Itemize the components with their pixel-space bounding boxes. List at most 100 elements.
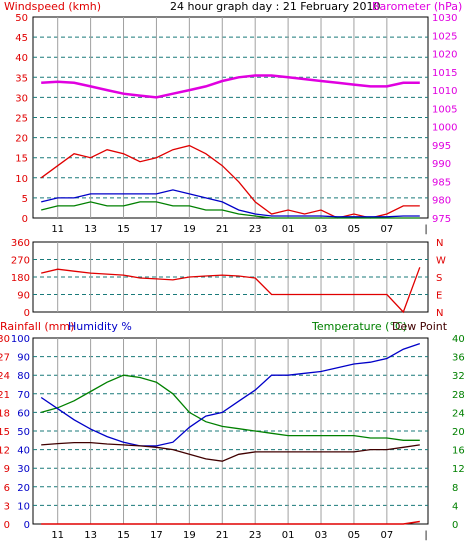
dewpoint-line [41, 441, 420, 462]
wind-y-tick: 25 [15, 114, 28, 125]
rainfall-line [41, 520, 420, 525]
wind-panel-x-tick: 11 [51, 224, 64, 235]
wind-y-tick: 20 [15, 134, 28, 145]
barometer-y-tick: 1005 [432, 104, 457, 115]
rainfall-y-tick: 15 [0, 427, 10, 438]
direction-compass-tick: N [436, 238, 443, 249]
dewpoint-axis-title: Dew Point [392, 320, 448, 333]
rainfall-y-tick: 0 [4, 520, 10, 531]
humidity-axis-title: Humidity % [68, 320, 132, 333]
temp-panel-x-tick: 15 [117, 530, 130, 541]
barometer-y-tick: 990 [432, 159, 451, 170]
barometer-y-tick: 1020 [432, 50, 457, 61]
temp-panel-x-tick: 21 [216, 530, 229, 541]
rainfall-y-tick: 6 [4, 483, 10, 494]
wind-avg-line [41, 189, 420, 218]
wind-panel-x-tick: 21 [216, 224, 229, 235]
rainfall-y-tick: 3 [4, 501, 10, 512]
humidity-y-tick: 70 [17, 390, 30, 401]
temperature-y-tick: 12 [452, 464, 465, 475]
chart-title: 24 hour graph day : 21 February 2010 [170, 0, 381, 13]
temp-panel-x-tick: 07 [380, 530, 393, 541]
humidity-y-tick: 10 [17, 501, 30, 512]
barometer-y-tick: 975 [432, 214, 451, 225]
barometer-y-tick: 995 [432, 141, 451, 152]
temperature-y-tick: 32 [452, 371, 465, 382]
wind-panel-x-tick: 07 [380, 224, 393, 235]
wind-panel-x-tick: 05 [348, 224, 361, 235]
temperature-y-tick: 24 [452, 408, 465, 419]
direction-y-tick: 270 [11, 256, 30, 267]
temp-panel-x-tick: 17 [150, 530, 163, 541]
windspeed-axis-title: Windspeed (kmh) [4, 0, 101, 13]
temp-panel-x-tick: 19 [183, 530, 196, 541]
temp-panel-x-tick: 01 [282, 530, 295, 541]
wind-y-tick: 50 [15, 13, 28, 24]
temperature-y-tick: 28 [452, 390, 465, 401]
gust-line [40, 144, 420, 219]
humidity-y-tick: 0 [24, 520, 30, 531]
humidity-y-tick: 30 [17, 464, 30, 475]
barometer-axis-title: Barometer (hPa) [372, 0, 462, 13]
rainfall-y-tick: 9 [4, 464, 10, 475]
barometer-y-tick: 985 [432, 177, 451, 188]
wind-y-tick: 15 [15, 154, 28, 165]
barometer-line [41, 74, 420, 99]
humidity-y-tick: 100 [11, 334, 30, 345]
barometer-y-tick: 980 [432, 196, 451, 207]
barometer-y-tick: 1010 [432, 86, 457, 97]
rainfall-y-tick: 30 [0, 334, 10, 345]
temperature-y-tick: 20 [452, 427, 465, 438]
wind-y-tick: 45 [15, 33, 28, 44]
temp-panel-x-tick: 13 [84, 530, 97, 541]
rainfall-axis-title: Rainfall (mm) [0, 320, 74, 333]
direction-line [41, 267, 421, 314]
temp-panel-x-tick: 11 [51, 530, 64, 541]
wind-y-tick: 35 [15, 73, 28, 84]
barometer-y-tick: 1025 [432, 31, 457, 42]
temperature-axis-title: Temperature (°C) [311, 320, 407, 333]
temp-panel-x-tick: 03 [315, 530, 328, 541]
direction-compass-tick: S [436, 273, 442, 284]
wind-panel-x-end-tick: | [424, 224, 427, 235]
rainfall-y-tick: 12 [0, 446, 10, 457]
direction-y-tick: 0 [24, 308, 30, 319]
temp-panel-x-tick: 05 [348, 530, 361, 541]
wind-y-tick: 5 [22, 194, 28, 205]
temp-panel-x-end-tick: | [424, 530, 427, 541]
humidity-y-tick: 20 [17, 483, 30, 494]
wind-panel-x-tick: 15 [117, 224, 130, 235]
rainfall-y-tick: 27 [0, 353, 10, 364]
wind-panel-x-tick: 01 [282, 224, 295, 235]
wind-y-tick: 10 [15, 174, 28, 185]
rainfall-y-tick: 21 [0, 390, 10, 401]
direction-compass-tick: W [436, 256, 446, 267]
humidity-y-tick: 40 [17, 446, 30, 457]
barometer-y-tick: 1015 [432, 68, 457, 79]
temperature-y-tick: 0 [452, 520, 458, 531]
temperature-y-tick: 36 [452, 353, 465, 364]
direction-y-tick: 180 [11, 273, 30, 284]
rainfall-y-tick: 18 [0, 408, 10, 419]
humidity-y-tick: 60 [17, 408, 30, 419]
direction-y-tick: 90 [17, 291, 30, 302]
humidity-y-tick: 50 [17, 427, 30, 438]
wind-green-line [41, 201, 420, 219]
temperature-y-tick: 40 [452, 334, 465, 345]
barometer-y-tick: 1000 [432, 123, 457, 134]
temperature-y-tick: 16 [452, 446, 465, 457]
humidity-line [40, 342, 421, 447]
direction-compass-tick: N [436, 308, 443, 319]
temp-panel-x-tick: 23 [249, 530, 262, 541]
temperature-y-tick: 8 [452, 483, 458, 494]
wind-y-tick: 0 [22, 214, 28, 225]
barometer-y-tick: 1030 [432, 13, 457, 24]
wind-panel-x-tick: 23 [249, 224, 262, 235]
temperature-line [41, 374, 420, 441]
wind-panel-x-tick: 13 [84, 224, 97, 235]
wind-y-tick: 40 [15, 53, 28, 64]
direction-y-tick: 360 [11, 238, 30, 249]
wind-panel-x-tick: 17 [150, 224, 163, 235]
humidity-y-tick: 80 [17, 371, 30, 382]
